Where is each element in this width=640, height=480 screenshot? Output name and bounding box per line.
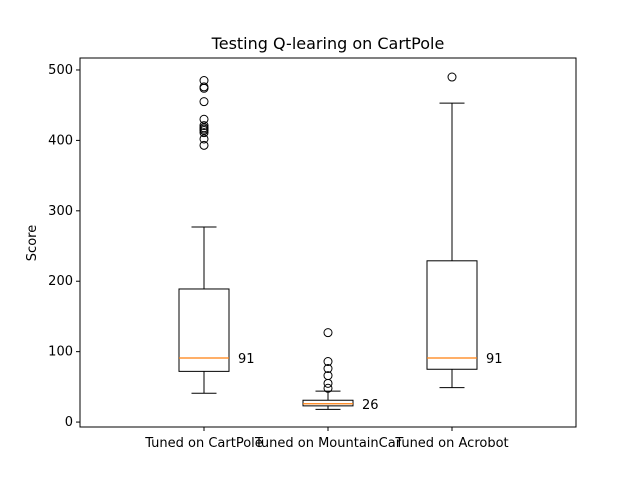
median-label: 26 bbox=[362, 398, 379, 413]
y-tick-label: 500 bbox=[48, 63, 73, 78]
outlier-point bbox=[323, 328, 333, 338]
box-iqr bbox=[178, 288, 230, 372]
outlier-point bbox=[199, 140, 209, 150]
y-tick-label: 100 bbox=[48, 345, 73, 360]
outlier-point bbox=[199, 97, 209, 107]
x-tick-label: Tuned on Acrobot bbox=[394, 436, 508, 451]
outlier-point bbox=[323, 383, 333, 393]
median-label: 91 bbox=[486, 352, 503, 367]
chart-title: Testing Q-learing on CartPole bbox=[211, 34, 445, 53]
y-tick-label: 200 bbox=[48, 274, 73, 289]
outlier-point bbox=[323, 357, 333, 367]
x-tick-label: Tuned on CartPole bbox=[144, 436, 263, 451]
outlier-point bbox=[199, 76, 209, 86]
outlier-point bbox=[323, 378, 333, 388]
outlier-point bbox=[199, 114, 209, 124]
median-label: 91 bbox=[238, 352, 255, 367]
outlier-point bbox=[199, 128, 209, 138]
outlier-point bbox=[323, 371, 333, 381]
y-tick-label: 300 bbox=[48, 204, 73, 219]
outlier-point bbox=[199, 121, 209, 131]
box-iqr bbox=[426, 260, 478, 370]
outlier-point bbox=[199, 82, 209, 92]
y-tick-label: 0 bbox=[65, 415, 73, 430]
outlier-point bbox=[323, 364, 333, 374]
x-tick-label: Tuned on MountainCar bbox=[254, 436, 402, 451]
y-axis-label: Score bbox=[25, 225, 40, 261]
outlier-point bbox=[447, 72, 457, 82]
y-tick-label: 400 bbox=[48, 133, 73, 148]
box-iqr bbox=[302, 399, 354, 407]
